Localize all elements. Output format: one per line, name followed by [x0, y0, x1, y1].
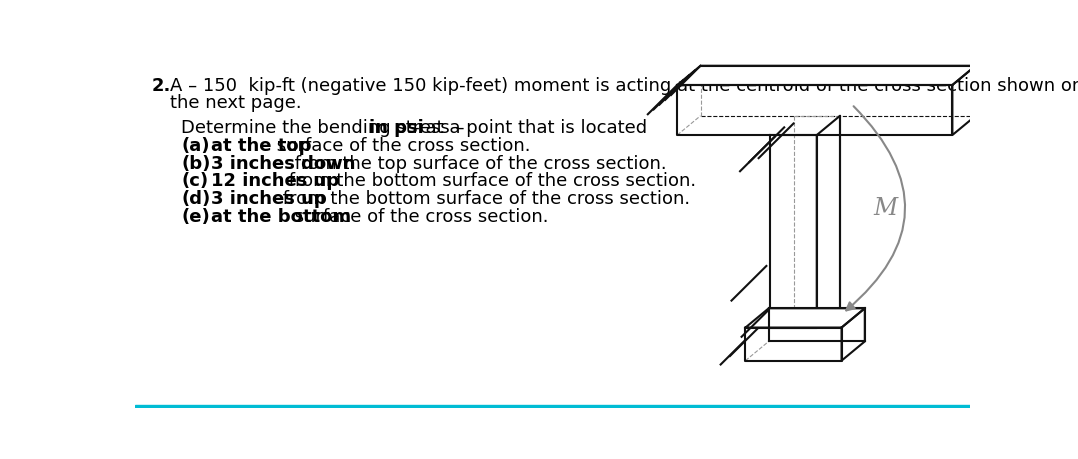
Text: (a): (a)	[181, 136, 210, 155]
Text: Determine the bending stress –: Determine the bending stress –	[181, 119, 470, 137]
Polygon shape	[771, 136, 817, 328]
Polygon shape	[746, 308, 865, 328]
Text: at the bottom: at the bottom	[210, 207, 350, 225]
Text: (c): (c)	[181, 172, 208, 190]
Text: surface of the cross section.: surface of the cross section.	[289, 207, 549, 225]
Text: the next page.: the next page.	[170, 94, 302, 112]
Text: in psi: in psi	[369, 119, 424, 137]
Text: (e): (e)	[181, 207, 210, 225]
Text: surface of the cross section.: surface of the cross section.	[272, 136, 530, 155]
Text: from the top surface of the cross section.: from the top surface of the cross sectio…	[289, 154, 667, 172]
Text: (d): (d)	[181, 190, 210, 207]
Text: M: M	[873, 196, 898, 219]
Polygon shape	[677, 67, 976, 86]
Polygon shape	[842, 308, 865, 361]
Bar	[135, 405, 970, 409]
Text: 2.: 2.	[152, 77, 171, 95]
Text: – at a point that is located: – at a point that is located	[405, 119, 647, 137]
Polygon shape	[952, 67, 976, 136]
Text: from the bottom surface of the cross section.: from the bottom surface of the cross sec…	[277, 190, 690, 207]
Text: 3 inches up: 3 inches up	[210, 190, 327, 207]
Polygon shape	[677, 86, 952, 136]
Text: 12 inches up: 12 inches up	[210, 172, 338, 190]
Text: 3 inches down: 3 inches down	[210, 154, 355, 172]
Text: from the bottom surface of the cross section.: from the bottom surface of the cross sec…	[284, 172, 696, 190]
FancyArrowPatch shape	[846, 107, 906, 311]
Polygon shape	[746, 328, 842, 361]
Polygon shape	[817, 117, 840, 328]
Text: (b): (b)	[181, 154, 210, 172]
Text: A – 150  kip-ft (negative 150 kip-feet) moment is acting at the centroid of the : A – 150 kip-ft (negative 150 kip-feet) m…	[170, 77, 1078, 95]
Text: at the top: at the top	[210, 136, 312, 155]
